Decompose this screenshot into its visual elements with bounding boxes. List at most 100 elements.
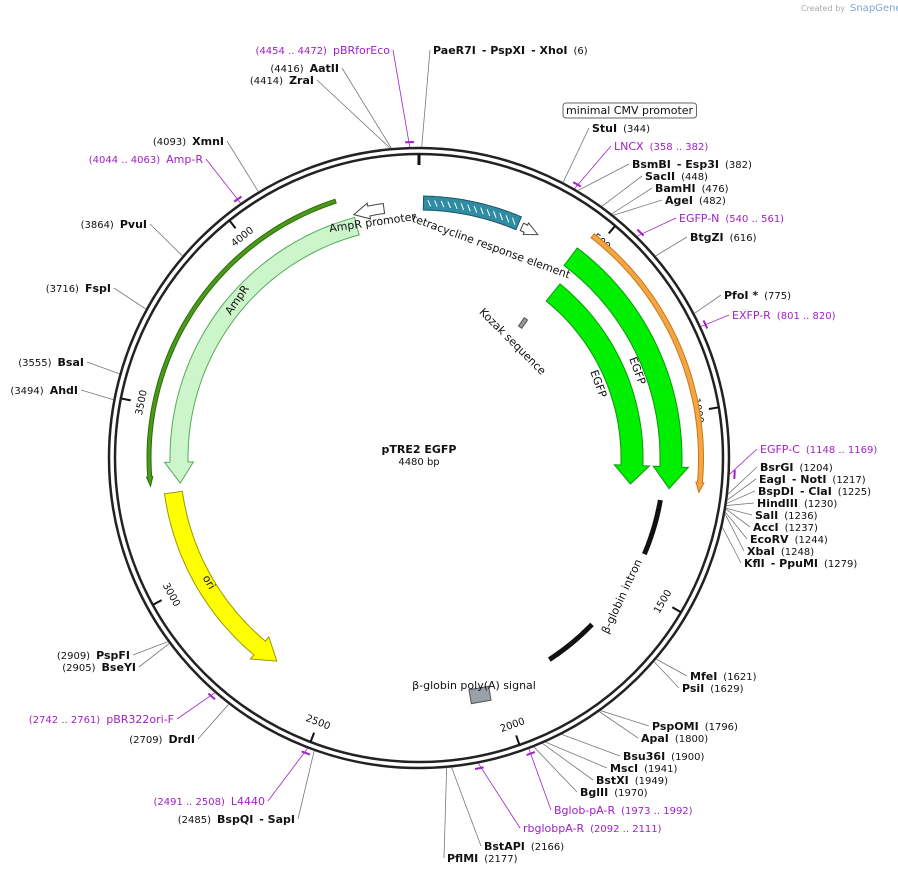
site-position: (1237) — [785, 523, 818, 534]
site-position: (616) — [730, 233, 757, 244]
brand: SnapGene — [850, 3, 898, 14]
site-position: (448) — [681, 172, 708, 183]
leader-line — [392, 49, 411, 148]
leader-line — [725, 508, 751, 528]
enzyme-site: PfoI * (775) — [724, 289, 791, 302]
enzyme-site: HindIII (1230) — [757, 497, 837, 510]
site-position: (2905) — [62, 663, 95, 674]
tick-label: 3500 — [134, 389, 150, 416]
primer-name: Bglob-pA-R — [554, 804, 616, 817]
egfp-orf-line — [590, 233, 705, 494]
tick-mark — [228, 219, 237, 229]
enzyme-site: ApaI (1800) — [641, 732, 708, 745]
ori-arrow — [163, 490, 278, 662]
site-position: (3864) — [81, 220, 114, 231]
leader-line — [478, 763, 521, 829]
site-position: (2177) — [484, 854, 517, 865]
leader-line — [562, 127, 590, 183]
site-position: (4414) — [250, 76, 283, 87]
enzyme-site: PaeR7I - PspXI - XhoI (6) — [433, 44, 588, 57]
primer-name: pBRforEco — [333, 44, 390, 57]
enzyme-site: BstXI (1949) — [596, 774, 668, 787]
intron-block — [547, 622, 594, 662]
site-position: (1970) — [614, 788, 647, 799]
enzyme-name: BspQI — [217, 813, 253, 826]
site-position: (1796) — [705, 722, 738, 733]
site-position: (1225) — [838, 487, 871, 498]
leader-line — [341, 67, 392, 149]
enzyme-site: MfeI (1621) — [690, 670, 757, 683]
site-position: (2166) — [531, 842, 564, 853]
primer-range: (2092 .. 2111) — [590, 824, 662, 835]
enzyme-site: BspDI - ClaI (1225) — [758, 485, 871, 498]
tre-hatch — [480, 207, 484, 215]
leader-line — [655, 236, 688, 257]
enzyme-name: BsrGI — [760, 461, 793, 474]
enzyme-name: PvuI — [120, 218, 147, 231]
leader-line — [316, 79, 391, 149]
leader-line — [197, 703, 230, 740]
enzyme-name: BstAPI — [484, 840, 525, 853]
primer-mark — [301, 750, 311, 756]
enzyme-site: (4414) ZraI — [250, 74, 314, 87]
primer-name: rbglobpA-R — [523, 822, 584, 835]
site-position: (1900) — [671, 752, 704, 763]
primer-label: (4044 .. 4063) Amp-R — [89, 153, 204, 166]
site-position: (1941) — [644, 764, 677, 775]
enzyme-name: - ClaI — [800, 485, 832, 498]
enzyme-site: BtgZI (616) — [690, 231, 757, 244]
site-position: (1217) — [832, 475, 865, 486]
enzyme-site: BsmBI - Esp3I (382) — [632, 158, 752, 171]
primer-name: EGFP-C — [760, 443, 800, 456]
primer-name: EXFP-R — [732, 309, 771, 322]
site-position: (1248) — [781, 547, 814, 558]
site-position: (1949) — [635, 776, 668, 787]
enzyme-name: Bsu36I — [623, 750, 665, 763]
primer-label: (4454 .. 4472) pBRforEco — [256, 44, 391, 57]
leader-line — [176, 692, 216, 720]
site-position: (1244) — [795, 535, 828, 546]
enzyme-name: XmnI — [192, 135, 224, 148]
leader-line — [653, 661, 680, 689]
map-name: pTRE2 EGFP — [382, 443, 457, 456]
tick-label: 2500 — [304, 713, 332, 732]
enzyme-name: PfoI * — [724, 289, 758, 302]
site-position: (4416) — [270, 64, 303, 75]
site-position: (1204) — [799, 463, 832, 474]
site-position: (1236) — [784, 511, 817, 522]
leader-line — [655, 658, 688, 677]
primer-name: L4440 — [231, 795, 265, 808]
leader-line — [149, 223, 183, 257]
tre-hatch — [467, 204, 471, 212]
tre-hatch — [473, 205, 478, 213]
leader-line — [600, 710, 650, 727]
enzyme-name: MfeI — [690, 670, 717, 683]
tre-hatch — [486, 209, 491, 217]
created-by: Created by — [801, 4, 845, 13]
tre-hatch — [493, 210, 497, 219]
site-position: (6) — [574, 46, 588, 57]
enzyme-name: AatII — [310, 62, 339, 75]
primer-label: Bglob-pA-R (1973 .. 1992) — [554, 804, 693, 817]
egfp-arrow — [545, 283, 651, 485]
enzyme-name: MscI — [610, 762, 638, 775]
site-position: (382) — [725, 160, 752, 171]
enzyme-site: (3494) AhdI — [10, 384, 78, 397]
tick-mark — [708, 406, 719, 410]
enzyme-name: KflI — [744, 557, 765, 570]
leader-line — [577, 163, 630, 191]
primer-label: EXFP-R (801 .. 820) — [732, 309, 836, 322]
leader-line — [574, 145, 612, 189]
enzyme-name: StuI — [592, 122, 617, 135]
tre-hatch — [499, 213, 503, 221]
enzyme-site: StuI (344) — [592, 122, 650, 135]
leader-line — [724, 511, 748, 540]
enzyme-site: (4093) XmnI — [153, 135, 224, 148]
leader-line — [694, 294, 722, 314]
enzyme-name: - PspXI — [482, 44, 525, 57]
leader-line — [725, 507, 753, 516]
site-position: (4093) — [153, 137, 186, 148]
tick-mark — [120, 397, 131, 402]
primer-label: LNCX (358 .. 382) — [614, 140, 708, 153]
enzyme-site: Bsu36I (1900) — [623, 750, 705, 763]
